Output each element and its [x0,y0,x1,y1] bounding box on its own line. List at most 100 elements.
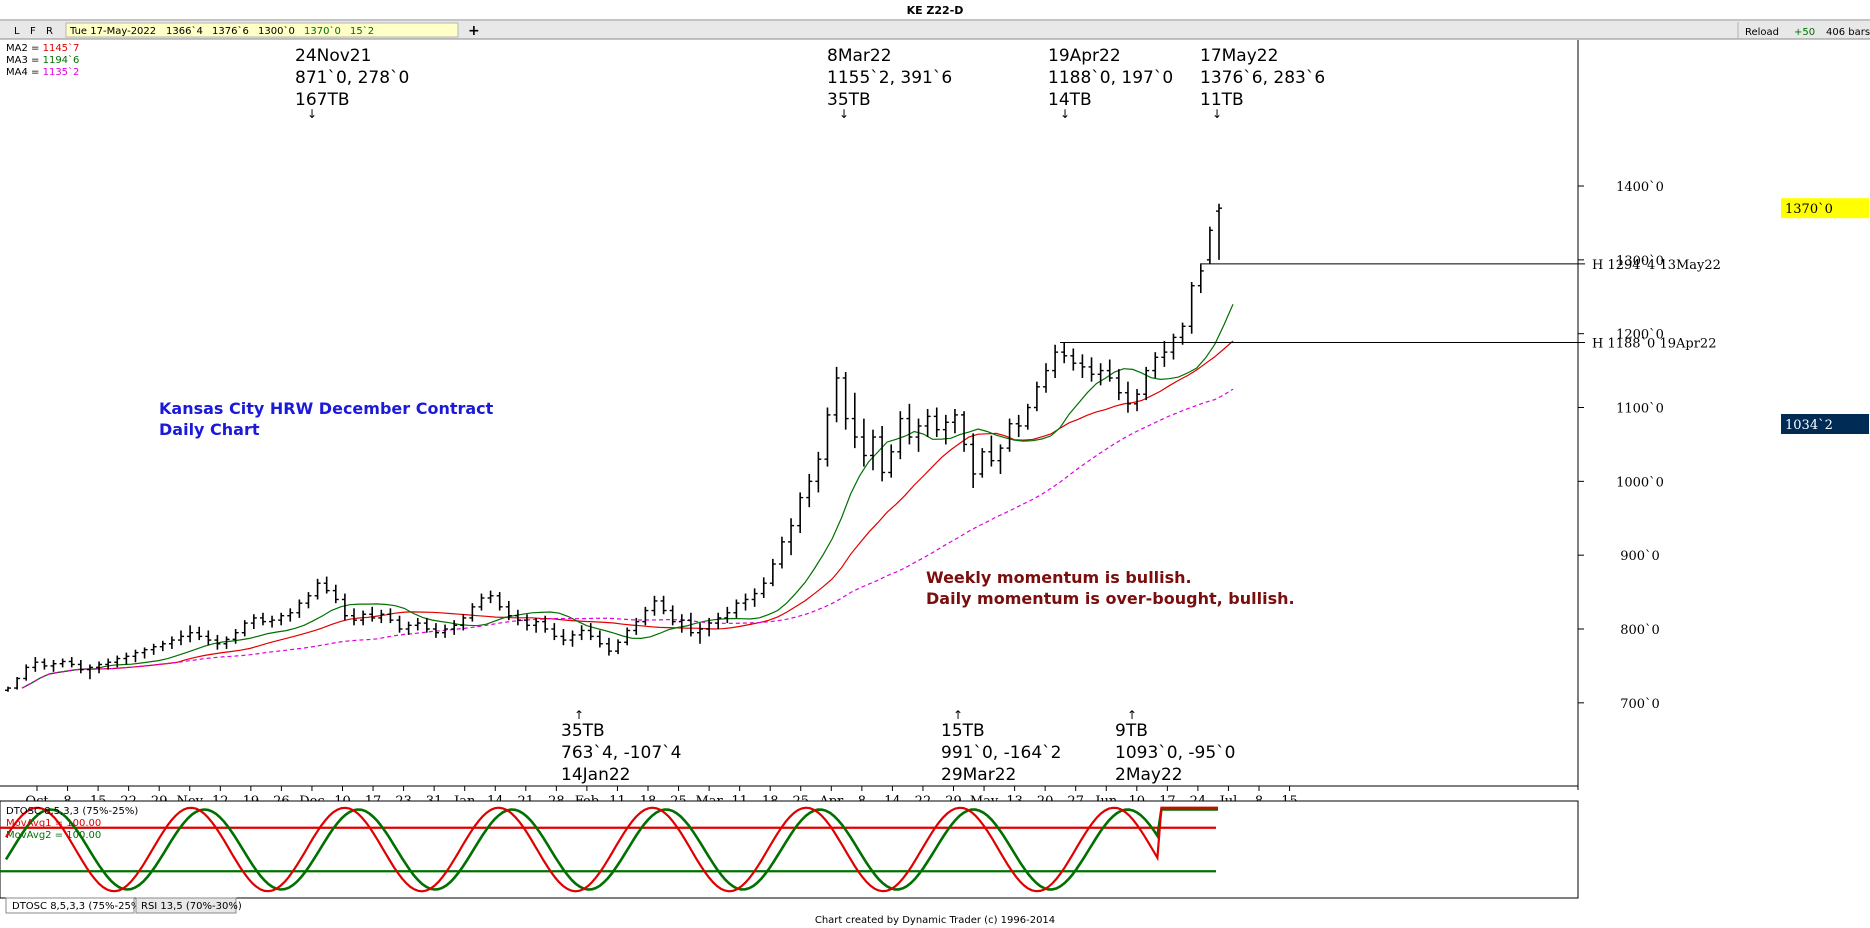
price-bar [1033,381,1040,412]
price-bar [879,425,886,482]
price-bar [751,588,758,607]
down-arrow-icon: ↓ [839,107,849,121]
bars-delta[interactable]: +50 [1794,27,1815,38]
annotation-date: 17May22 [1200,46,1278,66]
commentary-daily: Daily momentum is over-bought, bullish. [926,589,1295,608]
price-bar [1006,418,1013,452]
price-bar [842,372,849,430]
price-bar [451,620,458,635]
price-bar [970,433,977,488]
toolbar-button-l[interactable]: L [14,26,20,37]
annotation-price: 1093`0, -95`0 [1115,743,1235,763]
price-bar [32,657,39,672]
price-bar [851,392,858,449]
price-bar [460,614,467,631]
cursor-price-label: 1034`2 [1785,418,1833,433]
annotation-8mar22: 8Mar22 1155`2, 391`6 35TB ↓ [827,46,952,121]
annotation-date: 14Jan22 [561,765,630,785]
reload-button[interactable]: Reload [1745,27,1779,38]
tab-dtosc[interactable] [5,897,135,914]
window-title: KE Z22-D [907,4,964,17]
price-bar [915,418,922,452]
price-bar [432,623,439,638]
tab-rsi[interactable] [135,897,237,914]
annotation-bars: 35TB [827,90,871,110]
oscillator-legend-movavg2: MovAvg2 = 100.00 [6,830,101,841]
price-bar [396,615,403,633]
price-bar [41,658,48,670]
last-price-label: 1370`0 [1785,202,1833,217]
price-bar [323,576,330,594]
price-bar [205,630,212,646]
price-bar [596,630,603,648]
toolbar-button-r[interactable]: R [46,26,53,37]
price-bar [733,599,740,618]
price-bar [933,407,940,438]
title-bar [0,0,1870,20]
price-bar [797,492,804,534]
price-bar [478,593,485,611]
level-label: H 1294`4 13May22 [1592,258,1721,273]
quote-change: 15`2 [350,25,374,37]
price-bar [1179,322,1186,345]
price-bar [1097,363,1104,386]
price-bar [542,615,549,633]
price-bar [150,643,157,655]
price-bar [487,590,494,604]
toolbar-button-f[interactable]: F [30,26,36,37]
top-annotations: 24Nov21 871`0, 278`0 167TB ↓ 8Mar22 1155… [295,46,1325,121]
price-bar [624,627,631,646]
price-bar [369,606,376,622]
oscillator-movavg2-line [4,808,1218,891]
price-bar [988,435,995,467]
annotation-bars: 15TB [941,721,985,741]
price-bar [114,655,121,668]
price-axis: 700`0 800`0 900`0 1000`0 1100`0 1200`0 1300`0 1… [1578,180,1664,712]
price-bar [1015,414,1022,438]
price-bar [615,639,622,655]
price-bar [278,612,285,626]
price-bar [760,577,767,598]
horizontal-levels: H 1294`4 13May22 H 1188`0 19Apr22 [1060,258,1721,352]
price-bar [687,612,694,637]
price-bar [514,609,521,626]
bottom-annotations: ↑ 35TB 763`4, -107`4 14Jan22 ↑ 15TB 991`… [561,708,1235,785]
annotation-price: 1188`0, 197`0 [1048,68,1173,88]
ma2-legend-value: 1145`7 [43,42,80,54]
annotation-price: 991`0, -164`2 [941,743,1061,763]
last-price-box [1781,198,1869,219]
annotation-date: 19Apr22 [1048,46,1121,66]
price-bar [633,617,640,635]
price-bar [469,603,476,622]
tab-dtosc-label: DTOSC 8,5,3,3 (75%-25%) [12,901,144,912]
footer-credit: Chart created by Dynamic Trader (c) 1996… [815,915,1055,926]
price-tick-label: 700`0 [1620,697,1660,712]
price-tick-label: 800`0 [1620,623,1660,638]
price-bar [742,593,749,611]
ma4-legend-value: 1135`2 [43,66,80,78]
price-bar [232,629,239,644]
annotation-bars: 14TB [1048,90,1092,110]
oscillator-legend: DTOSC 8,5,3,3 (75%-25%) MovAvg1 = 100.00… [6,806,138,841]
price-bar [1170,333,1177,360]
price-bar [697,623,703,644]
price-bar [1070,348,1077,371]
price-bar [14,676,21,690]
price-bar [50,660,57,672]
price-bar [1088,357,1095,382]
price-bar [132,649,139,663]
add-tab-button[interactable]: + [468,23,480,39]
price-bar [314,578,321,600]
price-bar [524,614,530,631]
price-tick-label: 900`0 [1620,549,1660,564]
quote-close: 1370`0 [304,25,341,37]
price-tick-label: 1400`0 [1616,180,1664,195]
up-arrow-icon: ↑ [953,708,963,722]
price-bar [378,609,385,624]
down-arrow-icon: ↓ [1212,107,1222,121]
price-tick-label: 1300`0 [1616,254,1664,269]
annotation-24nov21: 24Nov21 871`0, 278`0 167TB ↓ [295,46,409,121]
price-bar [651,595,658,616]
annotation-price: 1155`2, 391`6 [827,68,952,88]
